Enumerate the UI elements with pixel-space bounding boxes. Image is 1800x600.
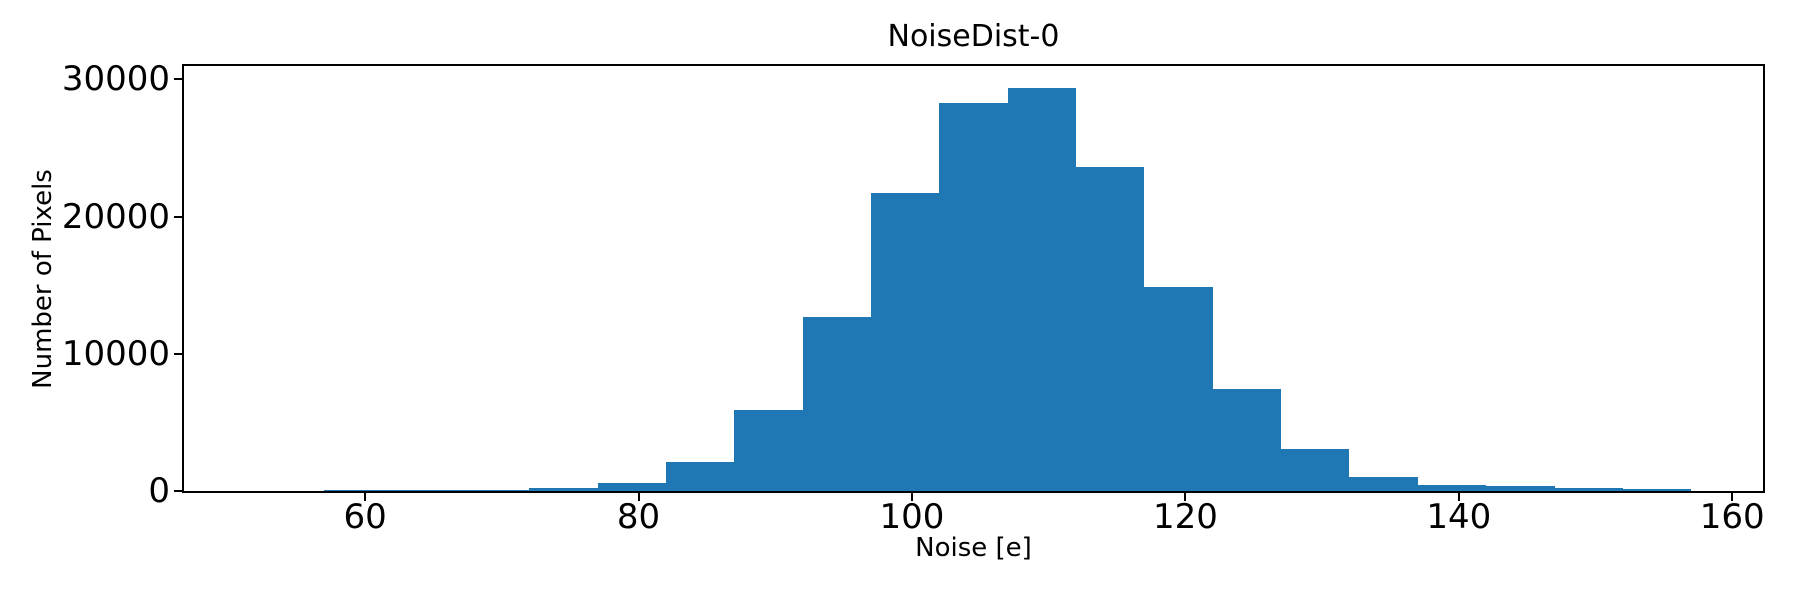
y-tick-mark — [174, 490, 182, 492]
x-tick-mark — [364, 493, 367, 501]
x-tick-label: 160 — [1699, 497, 1765, 537]
x-tick-label: 60 — [343, 497, 387, 537]
x-tick-mark — [910, 493, 913, 501]
histogram-bar — [597, 482, 666, 491]
histogram-bar — [529, 488, 598, 491]
x-tick-label: 100 — [879, 497, 945, 537]
histogram-bar — [460, 489, 530, 491]
x-tick-label: 120 — [1152, 497, 1218, 537]
histogram-bar — [802, 316, 871, 491]
histogram-bar — [324, 490, 393, 491]
x-tick-mark — [1731, 493, 1734, 501]
y-tick-label: 20000 — [61, 196, 170, 237]
histogram-bars — [184, 66, 1763, 491]
x-axis-label: Noise [e] — [915, 533, 1032, 563]
histogram-bar — [392, 490, 461, 491]
histogram-bar — [939, 103, 1008, 491]
plot-area: Noise [e] Number of Pixels 60 80 100 120 140… — [28, 62, 1765, 563]
histogram-bar — [1076, 167, 1145, 491]
histogram-bar — [1281, 448, 1350, 491]
histogram-bar — [1554, 487, 1623, 491]
x-tick-label: 140 — [1426, 497, 1492, 537]
y-tick-mark — [174, 78, 182, 81]
histogram-bar — [734, 410, 803, 491]
histogram-bar — [1349, 477, 1418, 491]
y-tick-label: 0 — [148, 471, 170, 511]
x-tick-mark — [1184, 493, 1187, 501]
x-tick-mark — [637, 493, 640, 501]
y-tick-label: 30000 — [61, 59, 170, 100]
x-tick-label: 80 — [616, 497, 661, 537]
histogram-bar — [665, 462, 735, 491]
histogram-bar — [1144, 286, 1213, 491]
histogram-bar — [1622, 488, 1692, 491]
y-axis-label: Number of Pixels — [28, 168, 58, 389]
chart-title: NoiseDist-0 — [887, 19, 1060, 54]
y-tick-mark — [174, 215, 182, 218]
x-tick-mark — [1457, 493, 1460, 501]
histogram-bar — [1486, 486, 1555, 491]
histogram-bar — [870, 193, 940, 491]
histogram-bar — [1212, 388, 1282, 491]
histogram-bar — [1417, 484, 1487, 491]
histogram-bar — [1007, 87, 1077, 491]
y-tick-mark — [174, 352, 182, 355]
y-tick-label: 10000 — [61, 333, 170, 374]
